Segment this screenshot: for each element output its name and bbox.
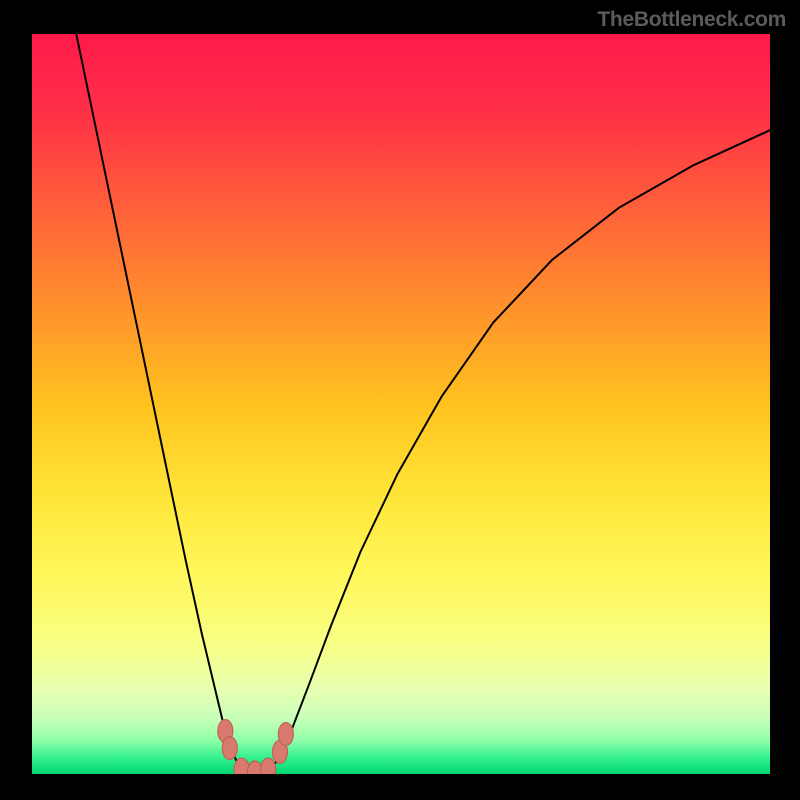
chart-plot-area (32, 34, 770, 774)
marker-bead (222, 737, 237, 760)
chart-frame (32, 34, 770, 774)
attribution-text: TheBottleneck.com (597, 8, 786, 32)
curve-left-descent (76, 34, 246, 772)
chart-curves (32, 34, 770, 774)
marker-bead (278, 723, 293, 746)
marker-bead (247, 761, 262, 774)
curve-right-ascent (268, 130, 770, 772)
marker-bead (261, 758, 276, 774)
